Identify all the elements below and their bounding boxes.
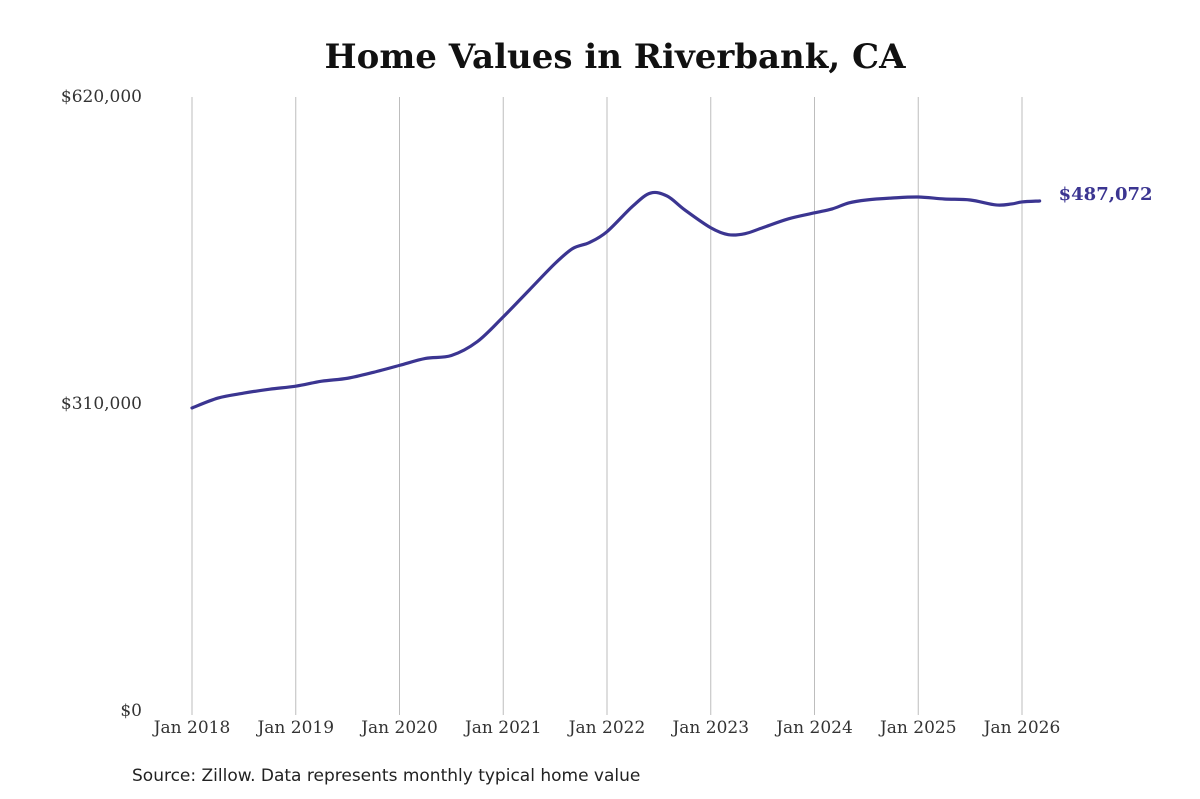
y-tick-label: $0: [120, 701, 142, 721]
gridlines: [191, 97, 1023, 715]
x-tick-label: Jan 2023: [670, 718, 749, 738]
x-tick-label: Jan 2025: [878, 718, 957, 738]
x-axis-ticks: Jan 2018 Jan 2019 Jan 2020 Jan 2021 Jan 2022…: [152, 718, 1061, 738]
end-value-label: $487,072: [1059, 184, 1153, 205]
x-tick-label: Jan 2018: [152, 718, 231, 738]
series-line: [190, 190, 1042, 410]
x-tick-label: Jan 2019: [255, 718, 334, 738]
y-tick-label: $310,000: [61, 394, 142, 414]
series-group: $487,072: [190, 184, 1153, 410]
y-tick-label: $620,000: [61, 87, 142, 107]
x-tick-label: Jan 2020: [359, 718, 438, 738]
source-note: Source: Zillow. Data represents monthly …: [132, 766, 640, 786]
x-tick-label: Jan 2024: [774, 718, 853, 738]
chart-title: Home Values in Riverbank, CA: [325, 37, 907, 77]
x-tick-label: Jan 2026: [982, 718, 1061, 738]
x-tick-label: Jan 2021: [463, 718, 542, 738]
x-tick-label: Jan 2022: [567, 718, 646, 738]
y-axis-ticks: $0 $310,000 $620,000: [61, 87, 142, 721]
